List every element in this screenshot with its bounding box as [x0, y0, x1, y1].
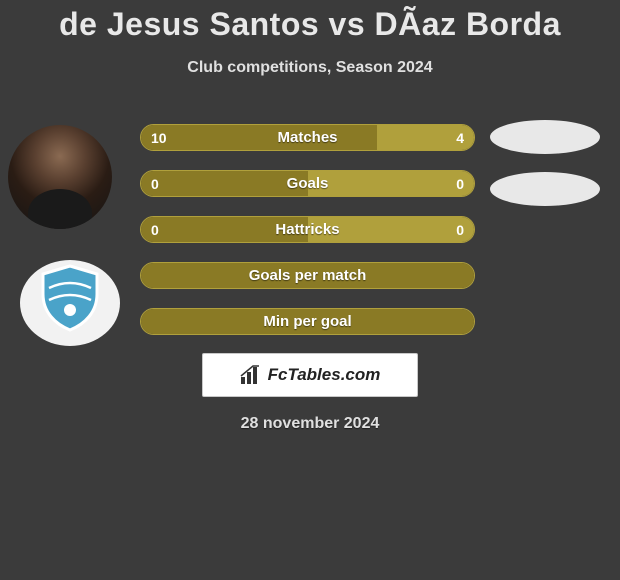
stat-seg-right — [377, 125, 474, 150]
stat-seg-left — [141, 217, 308, 242]
stat-seg-left — [141, 263, 474, 288]
shield-icon — [39, 264, 101, 332]
page-title: de Jesus Santos vs DÃ­az Borda — [0, 0, 620, 43]
player-right-ellipse — [490, 120, 600, 154]
stat-row-goals-per-match: Goals per match — [140, 262, 475, 289]
stat-row-matches: Matches104 — [140, 124, 475, 151]
stat-seg-right — [308, 217, 475, 242]
stat-seg-left — [141, 171, 308, 196]
comparison-bars: Matches104 Goals00 Hattricks00 Goals per ma… — [140, 124, 475, 354]
stat-seg-left — [141, 125, 377, 150]
stat-seg-right — [308, 171, 475, 196]
logo-section: FcTables.com 28 november 2024 — [0, 353, 620, 433]
logo-text: FcTables.com — [268, 365, 381, 385]
player-right-ellipse — [490, 172, 600, 206]
stat-row-hattricks: Hattricks00 — [140, 216, 475, 243]
player-left-avatar — [8, 125, 112, 229]
club-badge-left — [20, 260, 120, 346]
subtitle: Club competitions, Season 2024 — [0, 59, 620, 77]
date-label: 28 november 2024 — [0, 415, 620, 433]
stat-seg-left — [141, 309, 474, 334]
bar-chart-icon — [240, 365, 262, 385]
fctables-logo: FcTables.com — [202, 353, 418, 397]
stat-row-min-per-goal: Min per goal — [140, 308, 475, 335]
stat-row-goals: Goals00 — [140, 170, 475, 197]
